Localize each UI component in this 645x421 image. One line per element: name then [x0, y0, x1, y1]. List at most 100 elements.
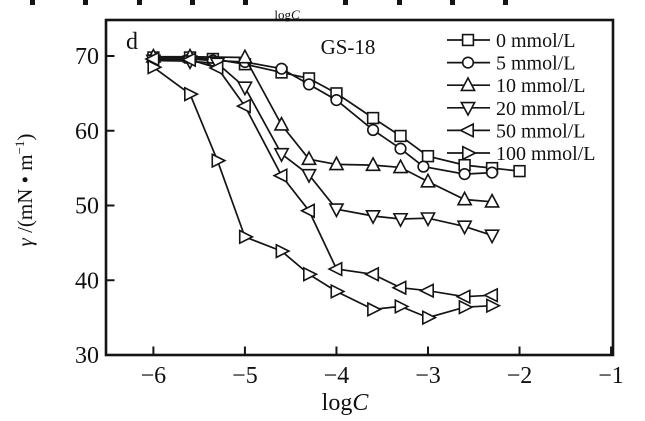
legend-entry-2: 5 mmol/L — [447, 53, 575, 75]
marker-triangle-left — [363, 266, 380, 282]
legend-label: 50 mmol/L — [496, 120, 585, 142]
series-100-mmol-l — [147, 59, 502, 326]
marker-square — [461, 33, 475, 47]
marker-circle — [275, 62, 288, 75]
marker-triangle-right — [421, 310, 438, 326]
cropped-xlabel-above: logC — [274, 7, 300, 22]
y-axis: 30 40 50 60 70 — [75, 44, 115, 369]
marker-triangle-up — [460, 76, 476, 92]
y-axis-tick-label: 60 — [75, 119, 99, 145]
marker-triangle-down — [484, 229, 500, 245]
marker-triangle-down — [392, 212, 409, 228]
cropped-text-artifact — [30, 0, 35, 5]
marker-triangle-left — [235, 98, 251, 114]
marker-circle — [417, 160, 430, 173]
marker-circle — [485, 166, 499, 179]
marker-triangle-right — [275, 243, 291, 259]
y-axis-tick-label: 50 — [75, 194, 99, 220]
marker-square — [366, 111, 380, 125]
legend-entry-3: 10 mmol/L — [447, 75, 585, 97]
y-axis-tick-label: 40 — [75, 268, 99, 294]
marker-circle — [366, 123, 380, 137]
series-20-mmol-l — [145, 54, 500, 245]
series-line-50-mmol-l — [153, 58, 493, 298]
marker-triangle-right — [211, 153, 227, 169]
marker-triangle-left — [180, 52, 197, 68]
x-axis-tick-label: −2 — [507, 363, 533, 389]
top-crop-artifacts: logC — [30, 0, 508, 22]
marker-square — [513, 164, 526, 178]
marker-triangle-right — [462, 145, 478, 161]
marker-triangle-down — [420, 212, 436, 228]
chart-title: GS-18 — [321, 35, 376, 59]
marker-triangle-left — [391, 280, 407, 296]
marker-triangle-left — [418, 283, 434, 299]
y-axis-tick-label: 70 — [75, 44, 99, 70]
marker-triangle-up — [420, 172, 436, 188]
x-axis-tick-label: −4 — [324, 363, 350, 389]
x-axis-tick-label: −3 — [415, 363, 441, 389]
x-axis: −6 −5 −4 −3 −2 −1 — [141, 346, 624, 389]
series-10-mmol-l — [145, 47, 500, 208]
series-line-5-mmol-l — [153, 58, 493, 175]
marker-triangle-down — [365, 209, 382, 225]
cropped-text-artifact — [450, 0, 455, 5]
marker-triangle-up — [236, 48, 253, 64]
legend-label: 0 mmol/L — [496, 30, 575, 52]
legend-entry-1: 0 mmol/L — [447, 30, 575, 52]
marker-triangle-left — [272, 168, 288, 184]
marker-triangle-down — [273, 147, 290, 163]
marker-triangle-left — [458, 122, 474, 138]
marker-triangle-right — [367, 301, 383, 317]
x-axis-tick-label: −6 — [141, 363, 167, 389]
marker-triangle-left — [455, 289, 471, 305]
x-axis-tick-label: −1 — [598, 363, 624, 389]
series-50-mmol-l — [144, 51, 499, 305]
marker-triangle-up — [273, 115, 290, 131]
marker-triangle-up — [328, 155, 345, 171]
legend-label: 20 mmol/L — [496, 98, 585, 120]
marker-triangle-up — [456, 190, 473, 206]
legend-entry-4: 20 mmol/L — [447, 98, 585, 120]
cropped-text-artifact — [137, 0, 142, 5]
marker-triangle-up — [301, 150, 317, 166]
marker-circle — [330, 94, 343, 107]
marker-triangle-left — [482, 287, 499, 303]
marker-square — [421, 149, 435, 163]
marker-triangle-right — [330, 283, 346, 300]
legend-entry-5: 50 mmol/L — [447, 120, 585, 142]
legend-label: 5 mmol/L — [496, 53, 575, 75]
cropped-text-artifact — [83, 0, 88, 5]
series-line-100-mmol-l — [152, 66, 493, 319]
marker-triangle-left — [327, 261, 343, 277]
legend-label: 10 mmol/L — [496, 75, 585, 97]
marker-circle — [461, 56, 475, 69]
marker-triangle-down — [301, 168, 317, 184]
marker-triangle-right — [238, 229, 255, 245]
marker-square — [394, 129, 407, 143]
legend: 0 mmol/L5 mmol/L10 mmol/L20 mmol/L50 mmo… — [447, 30, 595, 165]
cropped-text-artifact — [243, 0, 248, 5]
marker-triangle-down — [460, 101, 476, 117]
panel-label: d — [126, 29, 138, 55]
cropped-text-artifact — [343, 0, 348, 5]
marker-triangle-right — [394, 298, 410, 315]
y-axis-tick-label: 30 — [75, 343, 99, 369]
marker-triangle-down — [328, 203, 345, 219]
x-axis-title: logC — [322, 390, 370, 416]
legend-label: 100 mmol/L — [496, 143, 595, 165]
marker-triangle-right — [486, 298, 502, 314]
marker-triangle-right — [184, 86, 200, 102]
legend-entry-6: 100 mmol/L — [447, 143, 595, 165]
marker-circle — [302, 78, 316, 91]
marker-triangle-up — [365, 156, 382, 172]
cropped-text-artifact — [397, 0, 402, 5]
marker-circle — [394, 142, 407, 155]
marker-circle — [458, 168, 471, 181]
marker-triangle-right — [303, 266, 319, 282]
marker-triangle-left — [208, 60, 224, 76]
marker-triangle-down — [456, 220, 473, 236]
marker-triangle-up — [484, 192, 500, 208]
